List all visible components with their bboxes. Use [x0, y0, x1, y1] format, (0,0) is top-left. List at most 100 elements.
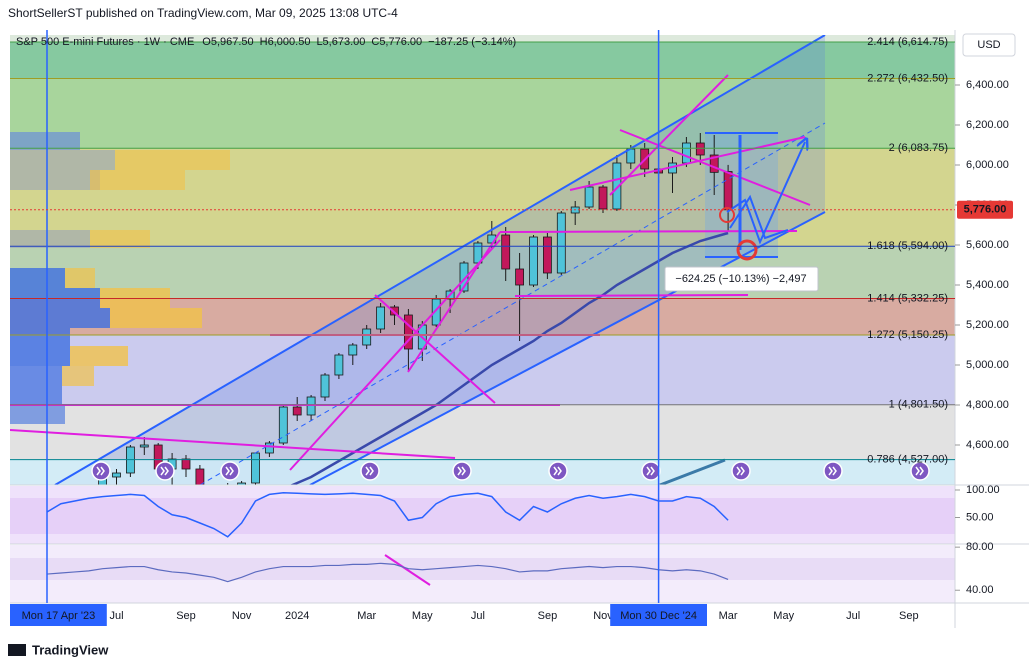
pink-line — [10, 429, 456, 459]
y-tick-label: 5,600.00 — [966, 239, 1009, 251]
fib-label: 1.618 (5,594.00) — [867, 240, 948, 252]
candle-body — [278, 406, 288, 444]
candle-body — [598, 186, 608, 210]
rsi-tick-label: 40.00 — [966, 584, 994, 596]
alert-glyph — [96, 466, 105, 476]
crosshair-box — [610, 604, 707, 626]
alert-icons — [91, 461, 930, 481]
alert-icon — [220, 461, 240, 481]
price-pane — [98, 133, 733, 485]
pink-line — [499, 230, 798, 233]
measure-label-box — [664, 266, 819, 292]
y-tick-label: 6,000.00 — [966, 159, 1009, 171]
legend-value: L5,673.00 — [316, 36, 365, 48]
legend: S&P 500 E-mini Futures · 1W · CME O5,967.… — [16, 36, 516, 48]
last-price-box — [957, 200, 1013, 219]
x-tick-label: Mar — [357, 610, 376, 622]
alert-glyph — [828, 466, 837, 476]
candle-body — [709, 154, 719, 173]
candle-body — [264, 442, 274, 454]
fib-zone — [10, 404, 955, 460]
candle-body — [376, 306, 386, 330]
volume-profile-bar — [10, 170, 100, 190]
volume-profile-bar — [10, 308, 110, 328]
volume-profile-bar — [10, 150, 115, 170]
candle-body — [334, 354, 344, 376]
volume-profile-bar — [100, 288, 170, 308]
alert-glyph — [225, 466, 234, 476]
fib-zone — [10, 35, 955, 43]
candle-body — [237, 482, 247, 485]
stoch-line — [46, 491, 729, 538]
candle-body — [390, 306, 399, 316]
y-tick-label: 5,400.00 — [966, 279, 1009, 291]
alerts-row — [10, 460, 955, 485]
fib-label: 1 (4,801.50) — [889, 399, 948, 411]
x-tick-label: Jul — [109, 610, 123, 622]
alert-glyph — [457, 466, 466, 476]
channel-mid — [199, 122, 826, 485]
y-tick-label: 5,200.00 — [966, 319, 1009, 331]
stoch-band — [10, 498, 955, 534]
channel-line — [54, 35, 826, 485]
alert-icon — [548, 461, 568, 481]
moving-average — [289, 231, 729, 485]
target-marker — [719, 207, 735, 223]
alert-glyph — [160, 466, 169, 476]
x-tick-label: Sep — [899, 610, 919, 622]
last-price-label: 5,776.00 — [964, 204, 1007, 216]
pink-line — [514, 294, 749, 297]
alert-icon — [641, 461, 661, 481]
projection-arrow — [726, 142, 805, 245]
legend-value: O5,967.50 — [202, 36, 253, 48]
pink-line — [374, 294, 496, 404]
y-tick-label: 5,000.00 — [966, 359, 1009, 371]
candle-body — [501, 234, 511, 270]
candle-body — [543, 236, 552, 274]
volume-profile-bar — [90, 230, 150, 248]
x-tick-label: Mar — [719, 610, 738, 622]
candle-body — [556, 212, 566, 274]
crosshair-box — [10, 604, 107, 626]
volume-profile-bar — [10, 230, 90, 248]
y-tick-label: 4,800.00 — [966, 399, 1009, 411]
alert-icon — [910, 461, 930, 481]
x-tick-label: Jul — [846, 610, 860, 622]
volume-profile-bar — [10, 406, 65, 424]
fib-zone — [10, 42, 955, 79]
candle-body — [584, 186, 594, 208]
volume-profile-bar — [10, 132, 80, 150]
rsi-pane — [46, 562, 729, 583]
candle-body — [403, 314, 413, 350]
projection-path — [729, 194, 789, 240]
alert-icon — [731, 461, 751, 481]
stoch-tick-label: 100.00 — [966, 484, 1000, 496]
fib-label: 0.786 (4,527.00) — [867, 454, 948, 466]
alert-icon — [823, 461, 843, 481]
legend-value: C5,776.00 — [371, 36, 422, 48]
candle-body — [529, 236, 538, 286]
stoch-tick-label: 50.00 — [966, 511, 994, 523]
alert-icon — [452, 461, 472, 481]
legend-value: H6,000.50 — [260, 36, 311, 48]
target-marker — [736, 239, 758, 261]
fib-label: 2.414 (6,614.75) — [867, 36, 948, 48]
candle-body — [695, 142, 705, 156]
axes: 2.414 (6,614.75) 2.272 (6,432.50) 2 (6,083… — [10, 30, 1013, 626]
alert-glyph — [553, 466, 562, 476]
trend-line — [659, 458, 726, 485]
alert-glyph — [736, 466, 745, 476]
candle-body — [515, 268, 524, 286]
publish-note: ShortSellerST published on TradingView.c… — [8, 6, 398, 20]
candle-body — [348, 344, 358, 356]
alert-icon — [155, 461, 175, 481]
y-tick-label: 4,600.00 — [966, 439, 1009, 451]
candle-body — [112, 472, 121, 478]
rsi-tick-label: 80.00 — [966, 541, 994, 553]
candle-body — [612, 162, 622, 210]
candle-body — [251, 452, 260, 484]
fib-label: 2 (6,083.75) — [889, 142, 948, 154]
x-tick-label: Sep — [176, 610, 196, 622]
fib-label: 1.414 (5,332.25) — [867, 292, 948, 304]
volume-profile-bar — [10, 268, 65, 288]
